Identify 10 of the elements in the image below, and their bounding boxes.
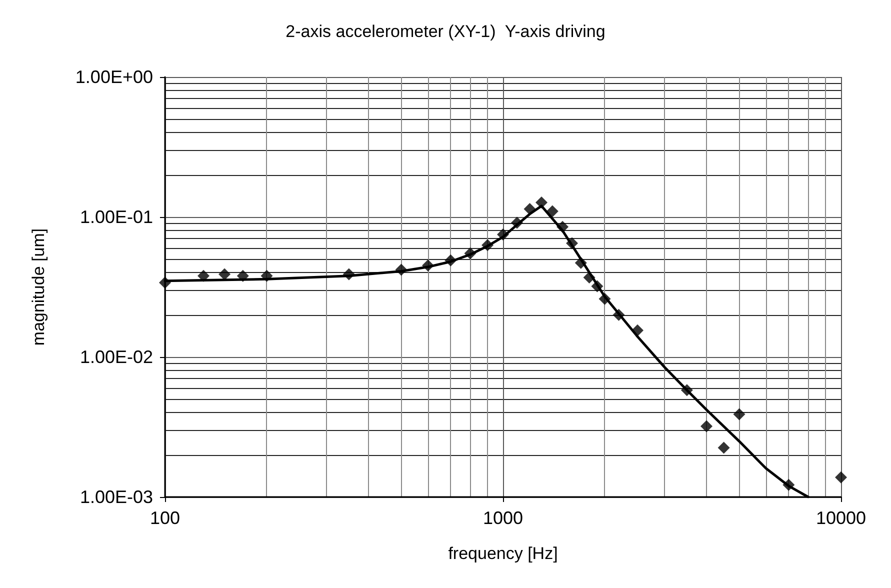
x-tick-label: 10000 (816, 508, 866, 528)
y-tick-label: 1.00E-01 (80, 207, 153, 227)
x-tick-label: 1000 (482, 508, 524, 528)
x-tick-label: 100 (150, 508, 180, 528)
y-tick-label: 1.00E-02 (80, 347, 153, 367)
y-axis-title: magnitude [um] (29, 228, 48, 346)
y-tick-label: 1.00E-03 (80, 487, 153, 507)
y-tick-label: 1.00E+00 (75, 67, 153, 87)
x-axis-title: frequency [Hz] (448, 544, 558, 563)
chart-title: 2-axis accelerometer (XY-1) Y-axis driving (286, 22, 606, 41)
